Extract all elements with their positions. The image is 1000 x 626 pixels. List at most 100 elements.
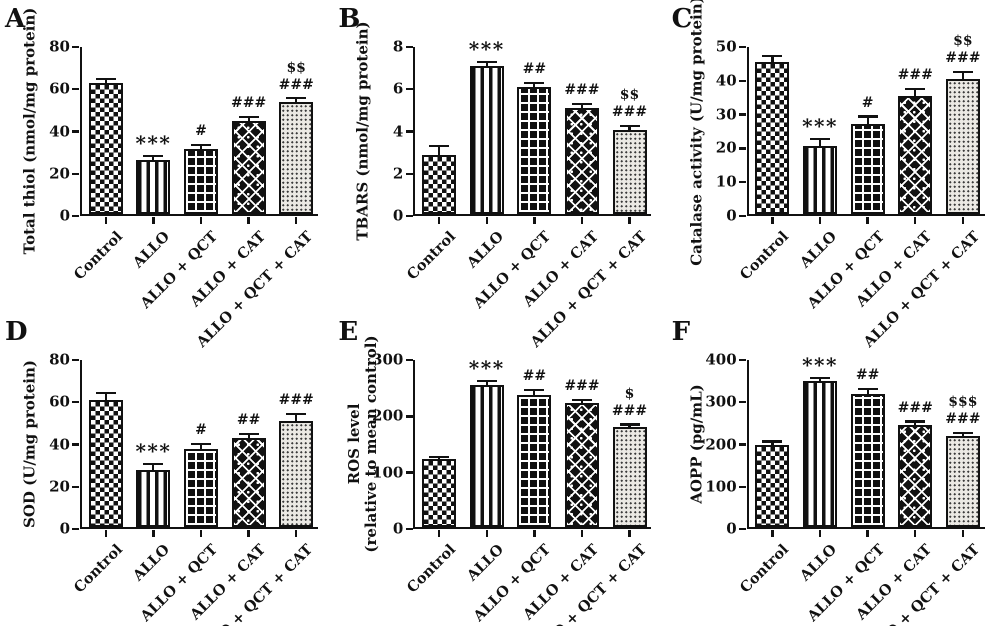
- y-tick-label: 10: [715, 172, 737, 191]
- annotation-line: ***: [135, 130, 172, 155]
- y-tick-label: 50: [715, 37, 737, 56]
- y-tick-label: 60: [49, 392, 70, 411]
- x-tick-mark: [295, 216, 298, 224]
- annotation-line: ##: [855, 366, 880, 383]
- y-axis-label: SOD (U/mg protein): [20, 360, 39, 528]
- x-category-label: ALLO: [130, 541, 174, 585]
- y-tick-label: 20: [49, 164, 70, 183]
- plot-area: 0 2 4 6 8 Control ALLO *** ALLO + QCT ## ALLO + CA…: [393, 38, 652, 351]
- significance-annotation: ###: [564, 378, 599, 395]
- error-bar: [914, 422, 917, 427]
- significance-annotation: ##: [237, 412, 260, 429]
- bar-ALLO + QCT: [517, 87, 552, 214]
- bar-ALLO + QCT + CAT: [612, 129, 647, 214]
- y-tick-mark: [738, 147, 746, 150]
- annotation-line: ###: [897, 399, 933, 416]
- y-tick-label: 0: [59, 206, 70, 225]
- x-tick-mark: [961, 216, 965, 224]
- panel-B: B TBARS (nmol/mg protein) 0 2 4 6 8 Control AL…: [333, 0, 666, 351]
- y-tick-label: 0: [726, 206, 737, 225]
- error-bar-cap: [619, 124, 640, 127]
- error-bar: [247, 434, 250, 441]
- bar-ALLO: [469, 66, 504, 214]
- y-tick-label: 80: [49, 350, 70, 369]
- y-tick-mark: [738, 45, 746, 49]
- x-tick-mark: [152, 529, 155, 537]
- y-tick-label: 60: [49, 79, 70, 98]
- x-category-label: ALLO: [463, 228, 507, 272]
- y-tick-mark: [405, 172, 413, 175]
- bar-ALLO + QCT + CAT: [612, 427, 647, 527]
- y-tick-label: 80: [49, 37, 70, 56]
- bar-Control: [422, 459, 457, 527]
- error-bar-cap: [476, 380, 497, 383]
- error-bar-cap: [905, 420, 926, 423]
- plot-area: 0 20 40 60 80 Control ALLO *** ALLO + QCT # ALLO +…: [49, 38, 318, 351]
- panel-C: C Catalase activity (U/mg protein) 0 10 20…: [667, 0, 1000, 351]
- annotation-line: $$: [286, 59, 306, 76]
- panel-letter: F: [671, 317, 691, 347]
- error-bar: [533, 391, 536, 397]
- annotation-line: ###: [230, 95, 267, 112]
- error-bar-cap: [619, 423, 640, 426]
- error-bar-cap: [524, 81, 545, 85]
- annotation-line: ###: [278, 76, 314, 93]
- annotation-line: ***: [135, 438, 172, 463]
- x-tick-mark: [771, 529, 774, 537]
- y-tick-mark: [405, 214, 413, 218]
- error-bar: [771, 442, 774, 447]
- annotation-line: ###: [611, 402, 648, 419]
- annotation-line: ***: [468, 356, 505, 381]
- error-bar: [199, 145, 203, 151]
- error-bar-cap: [857, 115, 878, 118]
- error-bar-cap: [476, 60, 497, 63]
- y-axis-label: TBARS (nmol/mg protein): [353, 21, 372, 241]
- annotation-line: #: [861, 94, 874, 111]
- significance-annotation: #: [195, 123, 207, 140]
- x-category-label: Control: [737, 541, 793, 597]
- significance-annotation: ***: [468, 356, 505, 381]
- significance-annotation: ***: [135, 438, 172, 463]
- x-tick-mark: [580, 529, 584, 537]
- error-bar: [295, 99, 298, 105]
- error-bar: [580, 105, 584, 111]
- error-bar-cap: [810, 376, 831, 379]
- y-tick-label: 40: [49, 435, 70, 454]
- error-bar-cap: [857, 387, 878, 390]
- error-bar-cap: [571, 398, 592, 401]
- annotation-line: ###: [611, 103, 648, 120]
- x-tick-mark: [818, 529, 822, 537]
- y-axis-label: AOPP (pg/mL): [687, 384, 706, 504]
- plot-area: 0 100 200 300 Control ALLO *** ALLO + QCT ## ALLO…: [372, 351, 652, 626]
- annotation-line: $: [624, 386, 635, 403]
- panel-D: D SOD (U/mg protein) 0 20 40 60 80 Control ALL…: [0, 313, 333, 626]
- error-bar: [866, 389, 869, 396]
- bar-ALLO: [136, 469, 171, 527]
- y-tick-mark: [72, 358, 80, 362]
- x-tick-mark: [295, 529, 298, 537]
- y-tick-mark: [738, 181, 746, 184]
- bar-ALLO: [803, 146, 838, 214]
- bar-Control: [422, 154, 457, 214]
- bar-Control: [755, 61, 790, 214]
- panel-A: A Total thiol (nmol/mg protein) 0 20 40 60 8…: [0, 0, 333, 351]
- y-tick-mark: [72, 172, 80, 175]
- error-bar: [628, 425, 631, 430]
- error-bar: [438, 147, 441, 157]
- error-bar-cap: [810, 138, 831, 141]
- y-axis-label: Catalase activity (U/mg protein): [687, 0, 706, 266]
- error-bar-cap: [429, 455, 450, 458]
- y-tick-mark: [72, 45, 80, 49]
- y-tick-mark: [738, 113, 746, 116]
- significance-annotation: ***: [469, 39, 505, 59]
- error-bar: [104, 393, 107, 403]
- error-bar-cap: [762, 54, 783, 57]
- y-axis-label: Total thiol (nmol/mg protein): [20, 7, 39, 255]
- plot-area: 0 100 200 300 400 Control ALLO *** ALLO + QCT ## A…: [705, 351, 985, 626]
- y-tick-mark: [72, 88, 80, 91]
- annotation-line: #: [195, 122, 207, 139]
- error-bar: [580, 400, 584, 406]
- significance-annotation: ***: [802, 355, 838, 375]
- y-tick-label: 300: [705, 392, 737, 411]
- y-tick-mark: [738, 79, 746, 82]
